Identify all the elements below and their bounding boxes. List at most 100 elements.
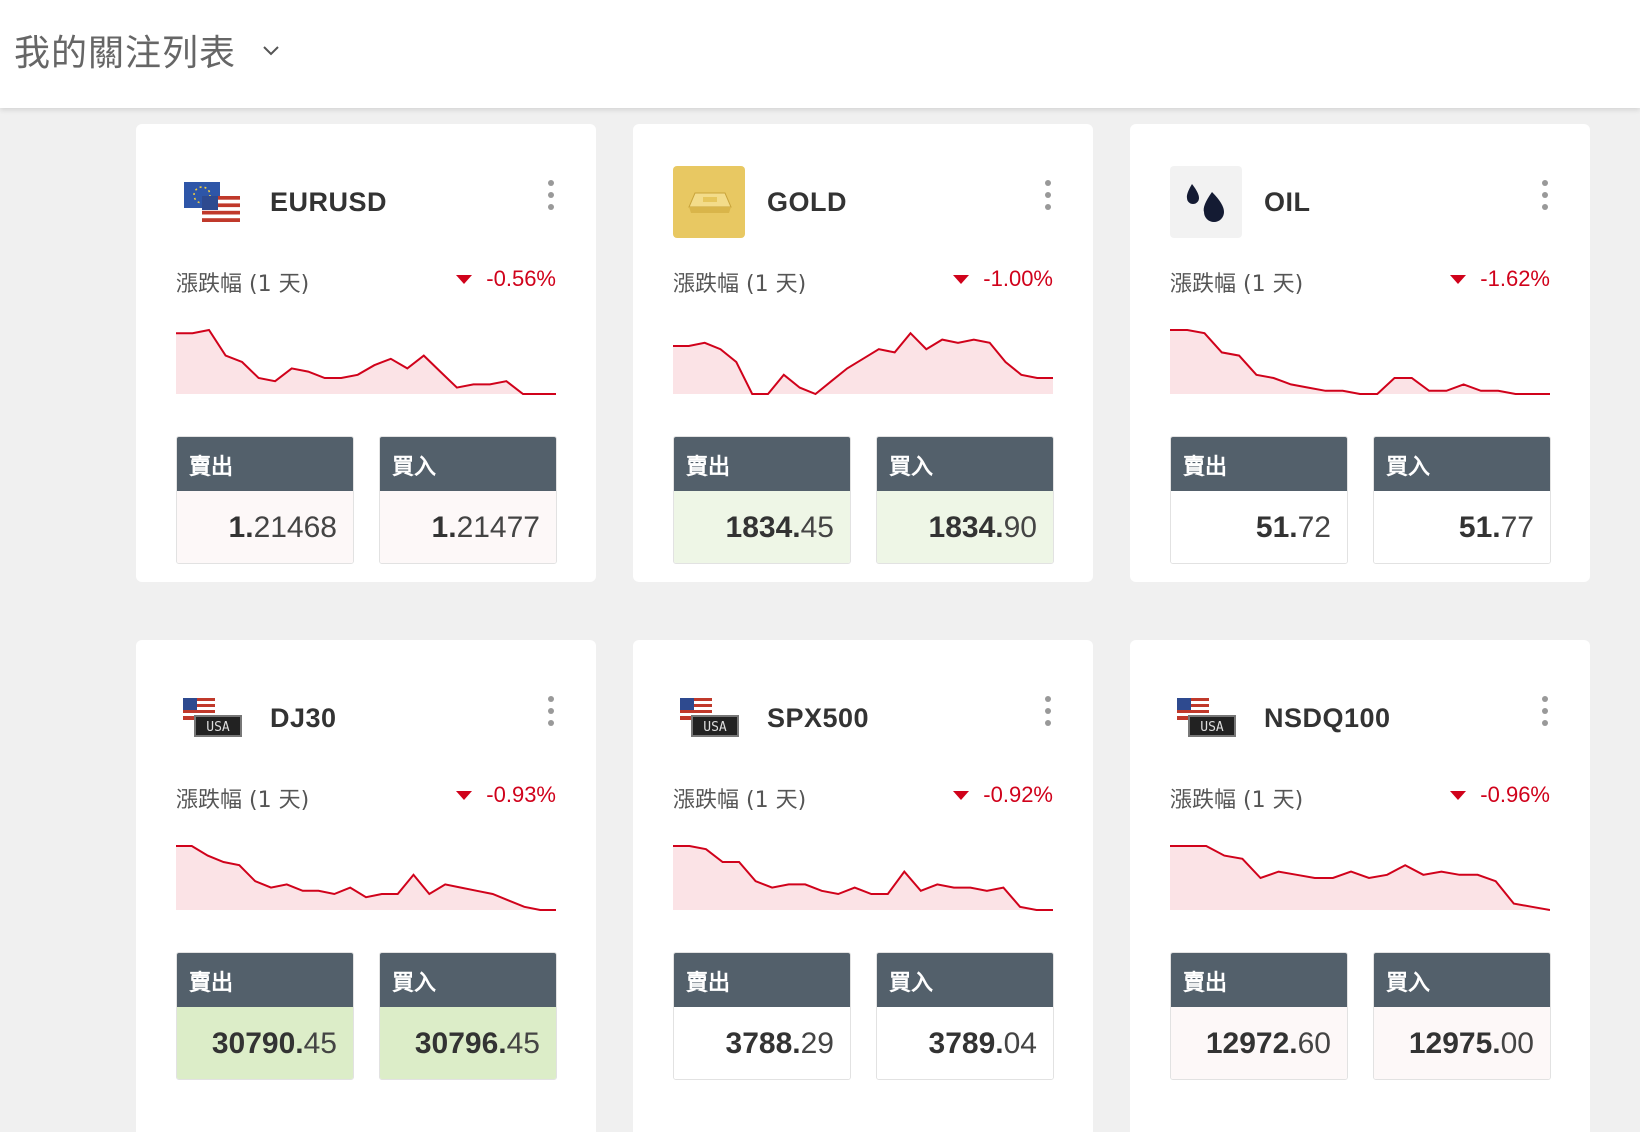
- instrument-card-oil[interactable]: OIL 漲跌幅 (1 天) -1.62% 賣出 51.72 買入 51.77: [1130, 124, 1590, 582]
- svg-text:USA: USA: [206, 720, 230, 735]
- down-triangle-icon: [456, 274, 473, 284]
- sell-price: 1834.45: [674, 491, 850, 563]
- sparkline-chart: [673, 331, 1053, 396]
- sell-price: 30790.45: [177, 1007, 353, 1079]
- sparkline-area: [1170, 846, 1550, 910]
- card-header: USA NSDQ100: [1170, 682, 1391, 754]
- instrument-card-spx500[interactable]: USA SPX500 漲跌幅 (1 天) -0.92% 賣出 3788.29 買入 3789.…: [633, 640, 1093, 1132]
- sparkline-area: [176, 846, 556, 910]
- sell-label: 賣出: [1171, 437, 1347, 491]
- sell-button[interactable]: 賣出 1.21468: [176, 436, 354, 564]
- card-header: EURUSD: [176, 166, 387, 238]
- header-bar: 我的關注列表: [0, 0, 1640, 108]
- instrument-symbol[interactable]: DJ30: [270, 702, 337, 733]
- card-header: GOLD: [673, 166, 847, 238]
- us-flag-usa-icon: USA: [673, 682, 745, 754]
- buy-button[interactable]: 買入 12975.00: [1373, 952, 1551, 1080]
- buy-label: 買入: [877, 437, 1053, 491]
- more-options-icon[interactable]: [1540, 180, 1550, 210]
- sparkline-chart: [673, 845, 1053, 911]
- sparkline-chart: [176, 328, 556, 395]
- instrument-card-dj30[interactable]: USA DJ30 漲跌幅 (1 天) -0.93% 賣出 30790.45 買入 30796.…: [136, 640, 596, 1132]
- instrument-symbol[interactable]: OIL: [1264, 186, 1311, 217]
- down-triangle-icon: [1450, 274, 1467, 284]
- sparkline-line: [176, 328, 556, 395]
- sparkline-area: [176, 330, 556, 394]
- buy-label: 買入: [380, 953, 556, 1007]
- instrument-symbol[interactable]: EURUSD: [270, 186, 388, 217]
- more-options-icon[interactable]: [546, 180, 556, 210]
- down-triangle-icon: [1450, 790, 1467, 800]
- change-value: -1.00%: [953, 266, 1053, 292]
- sell-price: 51.72: [1171, 491, 1347, 563]
- change-label: 漲跌幅 (1 天): [176, 272, 310, 297]
- more-options-icon[interactable]: [546, 696, 556, 726]
- buy-price: 1834.90: [877, 491, 1053, 563]
- buy-button[interactable]: 買入 51.77: [1373, 436, 1551, 564]
- eu-us-flag-icon: [176, 166, 248, 238]
- sell-button[interactable]: 賣出 1834.45: [673, 436, 851, 564]
- us-flag-usa-icon: USA: [176, 682, 248, 754]
- sparkline-line: [1170, 329, 1550, 395]
- sparkline-area: [673, 333, 1053, 394]
- change-value: -1.62%: [1450, 266, 1550, 292]
- buy-button[interactable]: 買入 3789.04: [876, 952, 1054, 1080]
- sell-label: 賣出: [1171, 953, 1347, 1007]
- sparkline-line: [1170, 845, 1550, 911]
- change-value: -0.56%: [456, 266, 556, 292]
- change-value: -0.96%: [1450, 782, 1550, 808]
- buy-button[interactable]: 買入 30796.45: [379, 952, 557, 1080]
- more-options-icon[interactable]: [1043, 180, 1053, 210]
- card-header: USA SPX500: [673, 682, 869, 754]
- sparkline-line: [176, 845, 556, 911]
- buy-button[interactable]: 買入 1.21477: [379, 436, 557, 564]
- buy-price: 51.77: [1374, 491, 1550, 563]
- sell-button[interactable]: 賣出 3788.29: [673, 952, 851, 1080]
- more-options-icon[interactable]: [1540, 696, 1550, 726]
- sell-button[interactable]: 賣出 30790.45: [176, 952, 354, 1080]
- buy-price: 12975.00: [1374, 1007, 1550, 1079]
- buy-label: 買入: [1374, 437, 1550, 491]
- change-label: 漲跌幅 (1 天): [673, 788, 807, 813]
- sell-price: 3788.29: [674, 1007, 850, 1079]
- card-header: USA DJ30: [176, 682, 337, 754]
- instrument-card-eurusd[interactable]: EURUSD 漲跌幅 (1 天) -0.56% 賣出 1.21468 買入 1.21477: [136, 124, 596, 582]
- oil-drops-icon: [1170, 166, 1242, 238]
- card-header: OIL: [1170, 166, 1311, 238]
- instrument-symbol[interactable]: GOLD: [767, 186, 847, 217]
- more-options-icon[interactable]: [1043, 696, 1053, 726]
- buy-price: 3789.04: [877, 1007, 1053, 1079]
- sparkline-area: [1170, 330, 1550, 394]
- sell-button[interactable]: 賣出 51.72: [1170, 436, 1348, 564]
- watchlist-selector[interactable]: 我的關注列表: [14, 24, 284, 76]
- down-triangle-icon: [456, 790, 473, 800]
- page-title: 我的關注列表: [14, 33, 237, 74]
- down-triangle-icon: [953, 274, 970, 284]
- svg-text:USA: USA: [1200, 720, 1224, 735]
- instrument-card-nsdq100[interactable]: USA NSDQ100 漲跌幅 (1 天) -0.96% 賣出 12972.60 買入 129…: [1130, 640, 1590, 1132]
- buy-price: 1.21477: [380, 491, 556, 563]
- sparkline-chart: [176, 845, 556, 911]
- chevron-down-icon: [263, 46, 279, 56]
- svg-text:USA: USA: [703, 720, 727, 735]
- us-flag-usa-icon: USA: [1170, 682, 1242, 754]
- change-value: -0.93%: [456, 782, 556, 808]
- instrument-symbol[interactable]: NSDQ100: [1264, 702, 1391, 733]
- sell-price: 12972.60: [1171, 1007, 1347, 1079]
- gold-bar-icon: [673, 166, 745, 238]
- instrument-card-gold[interactable]: GOLD 漲跌幅 (1 天) -1.00% 賣出 1834.45 買入 1834.90: [633, 124, 1093, 582]
- change-label: 漲跌幅 (1 天): [1170, 272, 1304, 297]
- buy-label: 買入: [380, 437, 556, 491]
- change-value: -0.92%: [953, 782, 1053, 808]
- down-triangle-icon: [953, 790, 970, 800]
- buy-price: 30796.45: [380, 1007, 556, 1079]
- buy-label: 買入: [1374, 953, 1550, 1007]
- instrument-symbol[interactable]: SPX500: [767, 702, 870, 733]
- sell-button[interactable]: 賣出 12972.60: [1170, 952, 1348, 1080]
- sparkline-area: [673, 846, 1053, 910]
- change-label: 漲跌幅 (1 天): [1170, 788, 1304, 813]
- buy-button[interactable]: 買入 1834.90: [876, 436, 1054, 564]
- sparkline-chart: [1170, 845, 1550, 911]
- change-label: 漲跌幅 (1 天): [176, 788, 310, 813]
- sell-label: 賣出: [177, 953, 353, 1007]
